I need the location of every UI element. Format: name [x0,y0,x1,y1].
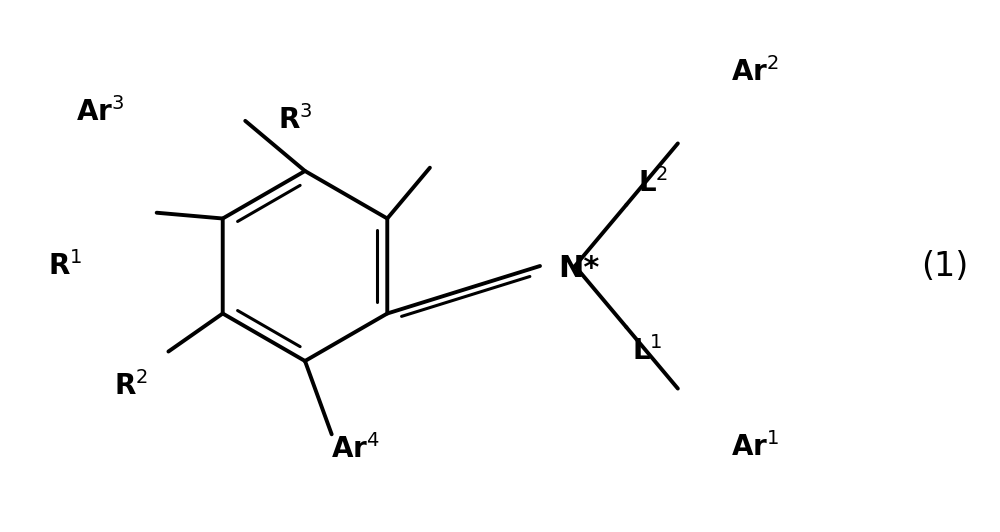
Text: L$^{2}$: L$^{2}$ [638,169,668,198]
Text: Ar$^{3}$: Ar$^{3}$ [76,97,124,127]
Text: (1): (1) [921,250,969,282]
Text: N*: N* [558,254,599,283]
Text: R$^{1}$: R$^{1}$ [48,251,82,281]
Text: Ar$^{2}$: Ar$^{2}$ [731,57,779,87]
Text: R$^{3}$: R$^{3}$ [278,105,312,135]
Text: L$^{1}$: L$^{1}$ [632,336,663,366]
Text: Ar$^{1}$: Ar$^{1}$ [731,432,779,462]
Text: Ar$^{4}$: Ar$^{4}$ [331,435,379,464]
Text: R$^{2}$: R$^{2}$ [114,371,148,401]
